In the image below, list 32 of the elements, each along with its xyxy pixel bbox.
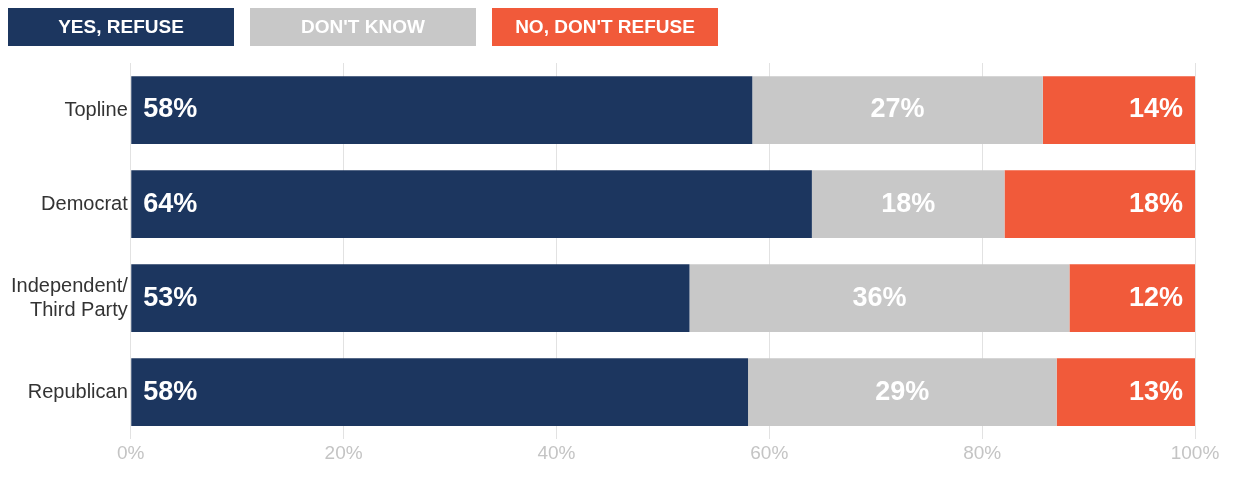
bar bbox=[1069, 264, 1195, 332]
x-tick-label: 20% bbox=[324, 441, 363, 463]
data-label: 64% bbox=[143, 187, 198, 218]
bar bbox=[811, 170, 1005, 238]
data-label: 13% bbox=[1128, 375, 1183, 406]
text: YES, REFUSE bbox=[8, 8, 234, 46]
x-tick-label: 80% bbox=[963, 441, 1002, 463]
y-tick-label: Independent/ Third Party bbox=[11, 273, 129, 320]
bar bbox=[689, 264, 1070, 332]
data-label: 12% bbox=[1128, 281, 1183, 312]
y-tick-label: Topline bbox=[64, 97, 128, 120]
data-label: 58% bbox=[143, 93, 198, 124]
text: NO, DON'T REFUSE bbox=[492, 8, 718, 46]
bar bbox=[752, 76, 1043, 144]
y-tick-label: Democrat bbox=[41, 191, 129, 214]
x-tick-label: 60% bbox=[750, 441, 789, 463]
bar bbox=[131, 264, 690, 332]
bar bbox=[1042, 76, 1195, 144]
data-label: 58% bbox=[143, 375, 198, 406]
y-tick-label: Republican bbox=[27, 379, 128, 402]
bar bbox=[131, 170, 812, 238]
bar bbox=[1004, 170, 1195, 238]
x-tick-label: 0% bbox=[117, 441, 145, 463]
bar bbox=[748, 358, 1057, 427]
data-label: 18% bbox=[1128, 187, 1183, 218]
x-tick-label: 100% bbox=[1170, 441, 1220, 463]
x-tick-label: 40% bbox=[537, 441, 576, 463]
bar bbox=[1056, 358, 1195, 427]
data-label: 53% bbox=[143, 281, 198, 312]
bar bbox=[131, 358, 749, 427]
data-label: 14% bbox=[1128, 93, 1183, 124]
bar bbox=[131, 76, 753, 144]
